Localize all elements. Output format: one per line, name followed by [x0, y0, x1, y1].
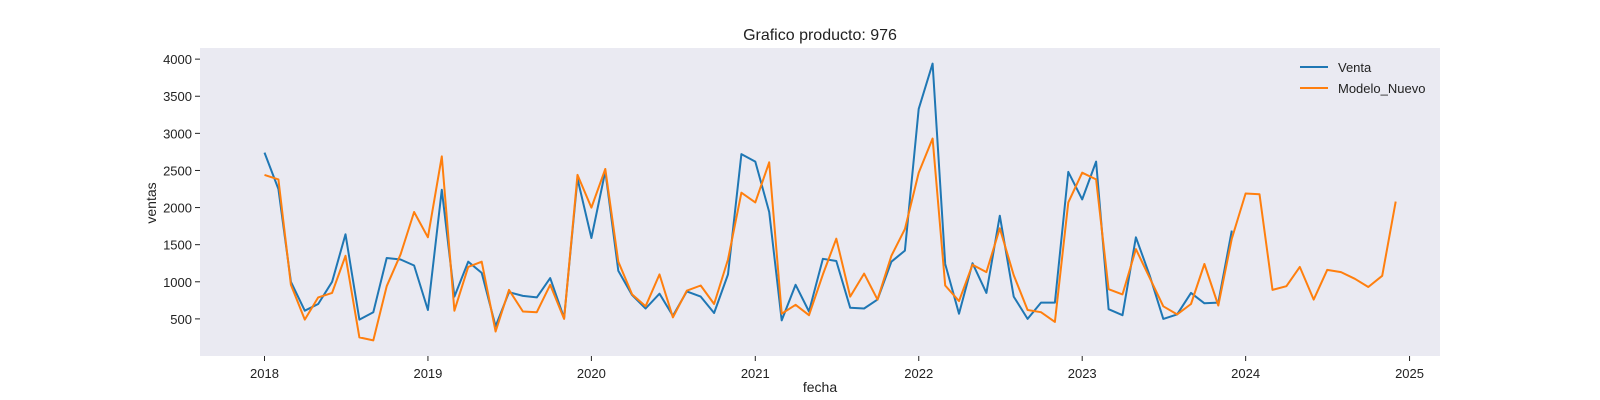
x-tick-label: 2023 — [1068, 366, 1097, 381]
x-tick-label: 2024 — [1231, 366, 1260, 381]
y-tick-label: 1000 — [163, 275, 192, 290]
legend-label: Venta — [1338, 60, 1372, 75]
chart-title: Grafico producto: 976 — [743, 27, 897, 44]
x-tick-label: 2018 — [250, 366, 279, 381]
y-tick-label: 500 — [170, 312, 192, 327]
x-tick-label: 2019 — [413, 366, 442, 381]
x-tick-label: 2020 — [577, 366, 606, 381]
x-tick-label: 2021 — [741, 366, 770, 381]
y-axis-ticks: 500 1000 1500 2000 2500 3000 3500 4000 — [163, 52, 200, 327]
x-axis-title: fecha — [803, 379, 837, 395]
series-line-venta — [263, 62, 1233, 328]
x-axis-ticks: 2018 2019 2020 2021 2022 2023 2024 2025 — [250, 356, 1424, 381]
x-tick-label: 2022 — [904, 366, 933, 381]
y-tick-label: 1500 — [163, 238, 192, 253]
plot-area-background — [200, 48, 1440, 356]
y-tick-label: 3500 — [163, 89, 192, 104]
y-axis-title: ventas — [143, 182, 159, 223]
series-lines — [263, 62, 1397, 342]
y-tick-label: 4000 — [163, 52, 192, 67]
legend: Venta Modelo_Nuevo — [1300, 60, 1425, 96]
y-tick-label: 3000 — [163, 126, 192, 141]
y-tick-label: 2000 — [163, 201, 192, 216]
legend-label: Modelo_Nuevo — [1338, 81, 1425, 96]
x-tick-label: 2025 — [1395, 366, 1424, 381]
y-tick-label: 2500 — [163, 163, 192, 178]
series-line-modelo-nuevo — [264, 137, 1397, 342]
